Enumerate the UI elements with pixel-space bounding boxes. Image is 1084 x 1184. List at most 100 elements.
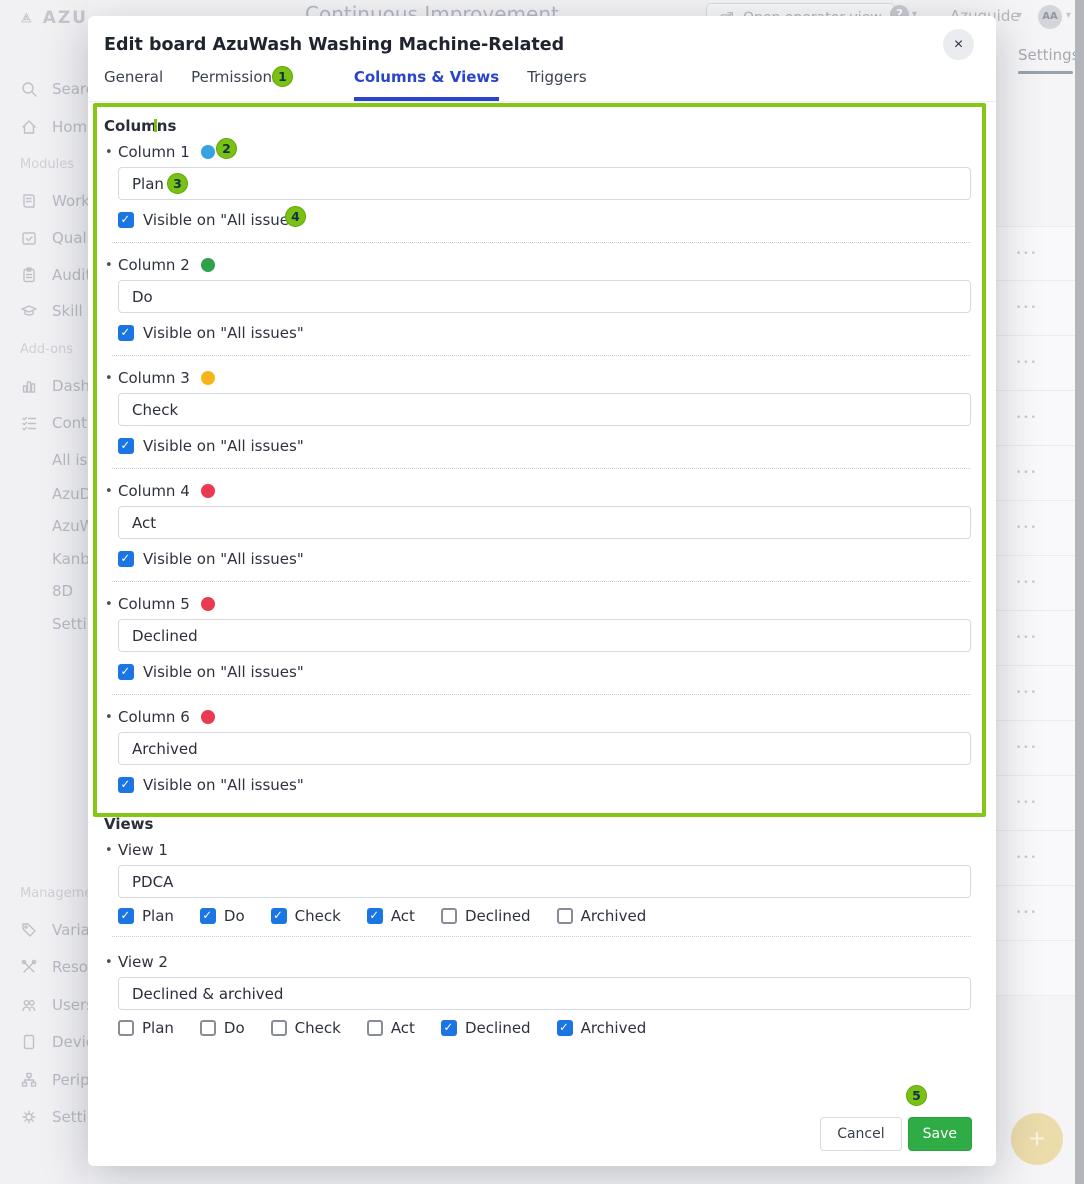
row-actions-icon[interactable]: ••• [1016, 578, 1038, 588]
checkbox-icon[interactable] [556, 1020, 573, 1036]
modal-footer: Cancel Save [820, 1117, 972, 1151]
checkbox-icon[interactable] [118, 438, 134, 454]
option-archived[interactable]: Archived [556, 1019, 646, 1037]
tab-triggers[interactable]: Triggers [527, 68, 587, 86]
row-actions-icon[interactable]: ••• [1016, 523, 1038, 533]
checkbox-icon[interactable] [118, 325, 134, 341]
column-name-input[interactable] [118, 280, 971, 313]
tab-settings-background[interactable]: Settings [1018, 46, 1080, 64]
sidebar-subitem-settings[interactable]: Settin [0, 613, 88, 635]
sidebar-item-users[interactable]: Users [0, 994, 88, 1016]
checkbox-icon[interactable] [556, 908, 573, 924]
column-color-dot[interactable] [200, 258, 215, 272]
sidebar-subitem-azuw[interactable]: AzuW [0, 515, 88, 537]
column-visible-row[interactable]: Visible on "All issues" [118, 322, 971, 344]
option-do[interactable]: Do [199, 1019, 245, 1037]
row-actions-icon[interactable]: ••• [1016, 413, 1038, 423]
row-actions-icon[interactable]: ••• [1016, 798, 1038, 808]
row-actions-icon[interactable]: ••• [1016, 303, 1038, 313]
checkbox-icon[interactable] [199, 1020, 216, 1036]
row-actions-icon[interactable]: ••• [1016, 468, 1038, 478]
row-actions-icon[interactable]: ••• [1016, 633, 1038, 643]
sidebar-item-audit[interactable]: Audit [0, 264, 88, 286]
column-color-dot[interactable] [200, 484, 215, 498]
user-menu-caret-icon[interactable]: ▾ [1017, 10, 1023, 21]
checkbox-icon[interactable] [440, 1020, 457, 1036]
sidebar-subitem-all-issues[interactable]: All iss [0, 449, 88, 471]
checkbox-icon[interactable] [270, 1020, 287, 1036]
help-caret-icon[interactable]: ▾ [912, 9, 918, 20]
checkbox-icon[interactable] [118, 212, 134, 228]
sidebar-item-quality[interactable]: Quali [0, 227, 88, 249]
sidebar-item-peripherals[interactable]: Periph [0, 1069, 88, 1091]
sidebar-item-skill-matrix[interactable]: Skill M [0, 300, 88, 322]
row-actions-icon[interactable]: ••• [1016, 249, 1038, 259]
view-name-input[interactable] [118, 977, 971, 1010]
app-logo[interactable]: AZU [0, 4, 88, 32]
checkbox-icon[interactable] [199, 908, 216, 924]
close-button[interactable]: × [943, 29, 974, 60]
view-name-input[interactable] [118, 865, 971, 898]
sidebar-subitem-azud[interactable]: AzuD [0, 483, 88, 505]
sidebar-item-settings[interactable]: Settin [0, 1106, 88, 1128]
column-color-dot[interactable] [200, 597, 215, 611]
tab-columns-views[interactable]: Columns & Views [353, 68, 500, 101]
sidebar-item-resources[interactable]: Resou [0, 956, 88, 978]
sidebar-subitem-kanban[interactable]: Kanb [0, 548, 88, 570]
save-button[interactable]: Save [907, 1117, 972, 1151]
column-name-input[interactable] [118, 393, 971, 426]
option-archived[interactable]: Archived [556, 907, 646, 925]
option-plan[interactable]: Plan [118, 1019, 174, 1037]
sidebar-item-continuous-improvement[interactable]: Conti [0, 412, 88, 434]
option-check[interactable]: Check [270, 907, 341, 925]
option-check[interactable]: Check [270, 1019, 341, 1037]
column-color-dot[interactable] [200, 145, 215, 159]
column-visible-row[interactable]: Visible on "All issues" [118, 209, 971, 231]
checkbox-icon[interactable] [118, 908, 134, 924]
sidebar-item-devices[interactable]: Devic [0, 1031, 88, 1053]
column-color-dot[interactable] [200, 710, 215, 724]
column-visible-row[interactable]: Visible on "All issues" [118, 548, 971, 570]
row-actions-icon[interactable]: ••• [1016, 743, 1038, 753]
checkbox-icon[interactable] [366, 1020, 383, 1036]
option-plan[interactable]: Plan [118, 907, 174, 925]
sidebar-item-search[interactable]: Searc [0, 78, 88, 100]
option-declined[interactable]: Declined [440, 1019, 531, 1037]
cancel-button[interactable]: Cancel [820, 1117, 902, 1151]
column-name-input[interactable] [118, 506, 971, 539]
scrollbar[interactable] [1075, 0, 1084, 1184]
tab-general[interactable]: General [104, 68, 164, 86]
column-visible-row[interactable]: Visible on "All issues" [118, 661, 971, 683]
column-color-dot[interactable] [200, 371, 215, 385]
sidebar-item-variables[interactable]: Varia [0, 919, 88, 941]
sidebar-item-home[interactable]: Home [0, 116, 88, 138]
sidebar-item-dashboards[interactable]: Dash [0, 375, 88, 397]
search-icon [22, 82, 37, 97]
checkbox-icon[interactable] [118, 551, 134, 567]
checkbox-icon[interactable] [118, 664, 134, 680]
sidebar-subitem-8d[interactable]: 8D [0, 580, 88, 602]
column-visible-row[interactable]: Visible on "All issues" [118, 774, 971, 796]
checkbox-icon[interactable] [440, 908, 457, 924]
checkbox-icon[interactable] [366, 908, 383, 924]
row-actions-icon[interactable]: ••• [1016, 358, 1038, 368]
checkbox-icon[interactable] [118, 1020, 134, 1036]
column-name-input[interactable] [118, 167, 971, 200]
avatar-caret-icon[interactable]: ▾ [1066, 10, 1072, 21]
option-declined[interactable]: Declined [440, 907, 531, 925]
column-name-input[interactable] [118, 619, 971, 652]
row-actions-icon[interactable]: ••• [1016, 853, 1038, 863]
option-act[interactable]: Act [366, 907, 415, 925]
checkbox-icon[interactable] [118, 777, 134, 793]
tab-permissions[interactable]: Permissions [191, 68, 280, 86]
row-actions-icon[interactable]: ••• [1016, 688, 1038, 698]
column-name-input[interactable] [118, 732, 971, 765]
sidebar-item-work-instructions[interactable]: Work [0, 190, 88, 212]
column-visible-row[interactable]: Visible on "All issues" [118, 435, 971, 457]
avatar[interactable]: AA [1038, 5, 1062, 29]
add-button[interactable]: + [1011, 1113, 1063, 1165]
row-actions-icon[interactable]: ••• [1016, 908, 1038, 918]
option-act[interactable]: Act [366, 1019, 415, 1037]
checkbox-icon[interactable] [270, 908, 287, 924]
option-do[interactable]: Do [199, 907, 245, 925]
